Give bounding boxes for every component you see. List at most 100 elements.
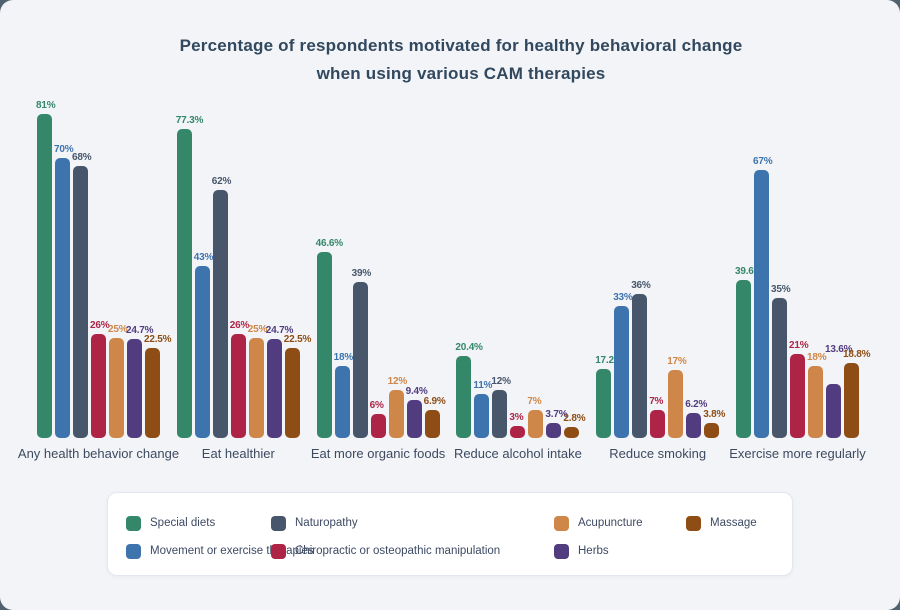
bar-value-label: 6.9% [423,396,446,408]
legend-swatch [554,515,569,531]
bar-value-label: 39% [351,268,372,279]
bar-value-label: 35% [770,284,791,295]
legend: Special diets Naturopathy Acupuncture Massa… [107,492,793,576]
bar: 13.6% [825,344,853,438]
category-label: Reduce smoking [609,446,707,461]
bar: 12% [491,376,511,438]
bar-value-label: 25% [247,324,268,335]
legend-item-label: Acupuncture [578,517,643,529]
bar-cluster: 20.4% 11% 12% 3% 7% 3.7% 2.8% [455,108,586,438]
bar: 20.4% [455,342,483,438]
bar: 25% [248,324,267,438]
bar: 24.7% [266,325,293,438]
legend-swatch [554,543,569,559]
bar-value-label: 18% [806,352,827,363]
legend-item-label: Chiropractic or osteopathic manipulation [295,545,501,557]
legend-item: Chiropractic or osteopathic manipulation [271,543,554,559]
legend-item: Acupuncture [554,515,686,531]
bar-value-label: 2.8% [563,412,586,424]
bar-value-label: 7% [649,396,664,407]
legend-item-label: Special diets [150,517,216,529]
bar-value-label: 21% [788,340,809,351]
bar: 18.8% [843,349,871,438]
legend-item: Movement or exercise therapies [126,543,314,559]
bar-group: 17.2% 33% 36% 7% 17% 6.2% 3.8% Reduce smoking [595,108,725,462]
bar: 17% [667,356,687,438]
bar: 43% [194,252,213,438]
bar: 9.4% [406,386,428,438]
legend-item: Herbs [554,543,686,559]
bar: 67% [753,156,773,438]
bar: 3.8% [703,409,725,438]
bar-value-label: 70% [54,144,74,155]
bar: 39% [352,268,371,438]
legend-item: Naturopathy [271,515,554,531]
category-label: Reduce alcohol intake [453,446,582,461]
bar-group: 39.6% 67% 35% 21% 18% 13.6% 18.8% Exercise more… [729,108,871,462]
bar: 25% [108,324,128,438]
bar-value-label: 25% [108,324,128,335]
bar: 11% [473,380,492,438]
bar-value-label: 13.6% [824,343,853,355]
bar: 77.3% [176,115,203,438]
bar-cluster: 77.3% 43% 62% 26% 25% 24.7% 22.5% [176,108,311,438]
bar-value-label: 26% [229,320,250,331]
bar-value-label: 81% [36,100,56,111]
bar: 24.7% [126,325,154,438]
legend-swatch [686,515,701,531]
bar: 7% [527,396,544,438]
bar-value-label: 20.4% [455,342,483,354]
bar-cluster: 17.2% 33% 36% 7% 17% 6.2% 3.8% [595,108,725,438]
bar-value-label: 77.3% [175,114,204,126]
bar: 35% [771,284,791,438]
bar: 6.2% [685,399,707,438]
bar-value-label: 68% [72,152,92,163]
bar-value-label: 6% [369,400,384,411]
bar-group: 20.4% 11% 12% 3% 7% 3.7% 2.8% Reduce alcohol in… [453,108,586,462]
bar-value-label: 17% [667,356,687,367]
bar: 6% [370,400,386,438]
bar-value-label: 18% [333,352,354,363]
bar: 70% [54,144,74,438]
bar-cluster: 81% 70% 68% 26% 25% 24.7% 22.5% [36,100,172,438]
bar: 3.7% [545,409,568,438]
bar: 39.6% [735,266,763,438]
bar: 3% [509,412,526,438]
legend-swatch [126,543,141,559]
legend-item: Massage [686,515,792,531]
bar-value-label: 43% [193,252,214,263]
bar-value-label: 7% [527,396,542,407]
bar: 36% [631,280,651,438]
bar-value-label: 11% [473,380,493,391]
bar: 6.9% [424,396,446,438]
legend-item-label: Massage [710,517,757,529]
bar-value-label: 39.6% [734,265,763,277]
legend-item-label: Naturopathy [295,517,358,529]
chart-title-line2: when using various CAM therapies [316,64,606,83]
bar: 18% [334,352,353,438]
legend-swatch [271,515,286,531]
bar-value-label: 67% [752,156,773,167]
bar: 26% [230,320,249,438]
bar-group: 81% 70% 68% 26% 25% 24.7% 22.5% Any health beha… [18,100,179,462]
bar: 46.6% [316,238,343,438]
bar-value-label: 17.2% [595,355,623,367]
bar-value-label: 24.7% [126,325,154,337]
bar-value-label: 22.5% [144,334,172,345]
bar-value-label: 62% [211,176,232,187]
bar: 21% [789,340,809,438]
bar-value-label: 22.5% [283,334,312,345]
bar: 22.5% [144,334,172,438]
bar: 81% [36,100,56,438]
bar-chart: 81% 70% 68% 26% 25% 24.7% 22.5% Any health beha… [18,100,871,462]
bar-value-label: 33% [613,292,633,303]
bar-value-label: 36% [631,280,651,291]
bar: 7% [649,396,666,438]
bar: 68% [72,152,92,438]
category-label: Eat more organic foods [310,446,446,461]
bar-value-label: 46.6% [315,237,344,249]
bar: 33% [613,292,633,438]
legend-item-label: Herbs [578,545,609,557]
category-label: Any health behavior change [17,446,180,461]
